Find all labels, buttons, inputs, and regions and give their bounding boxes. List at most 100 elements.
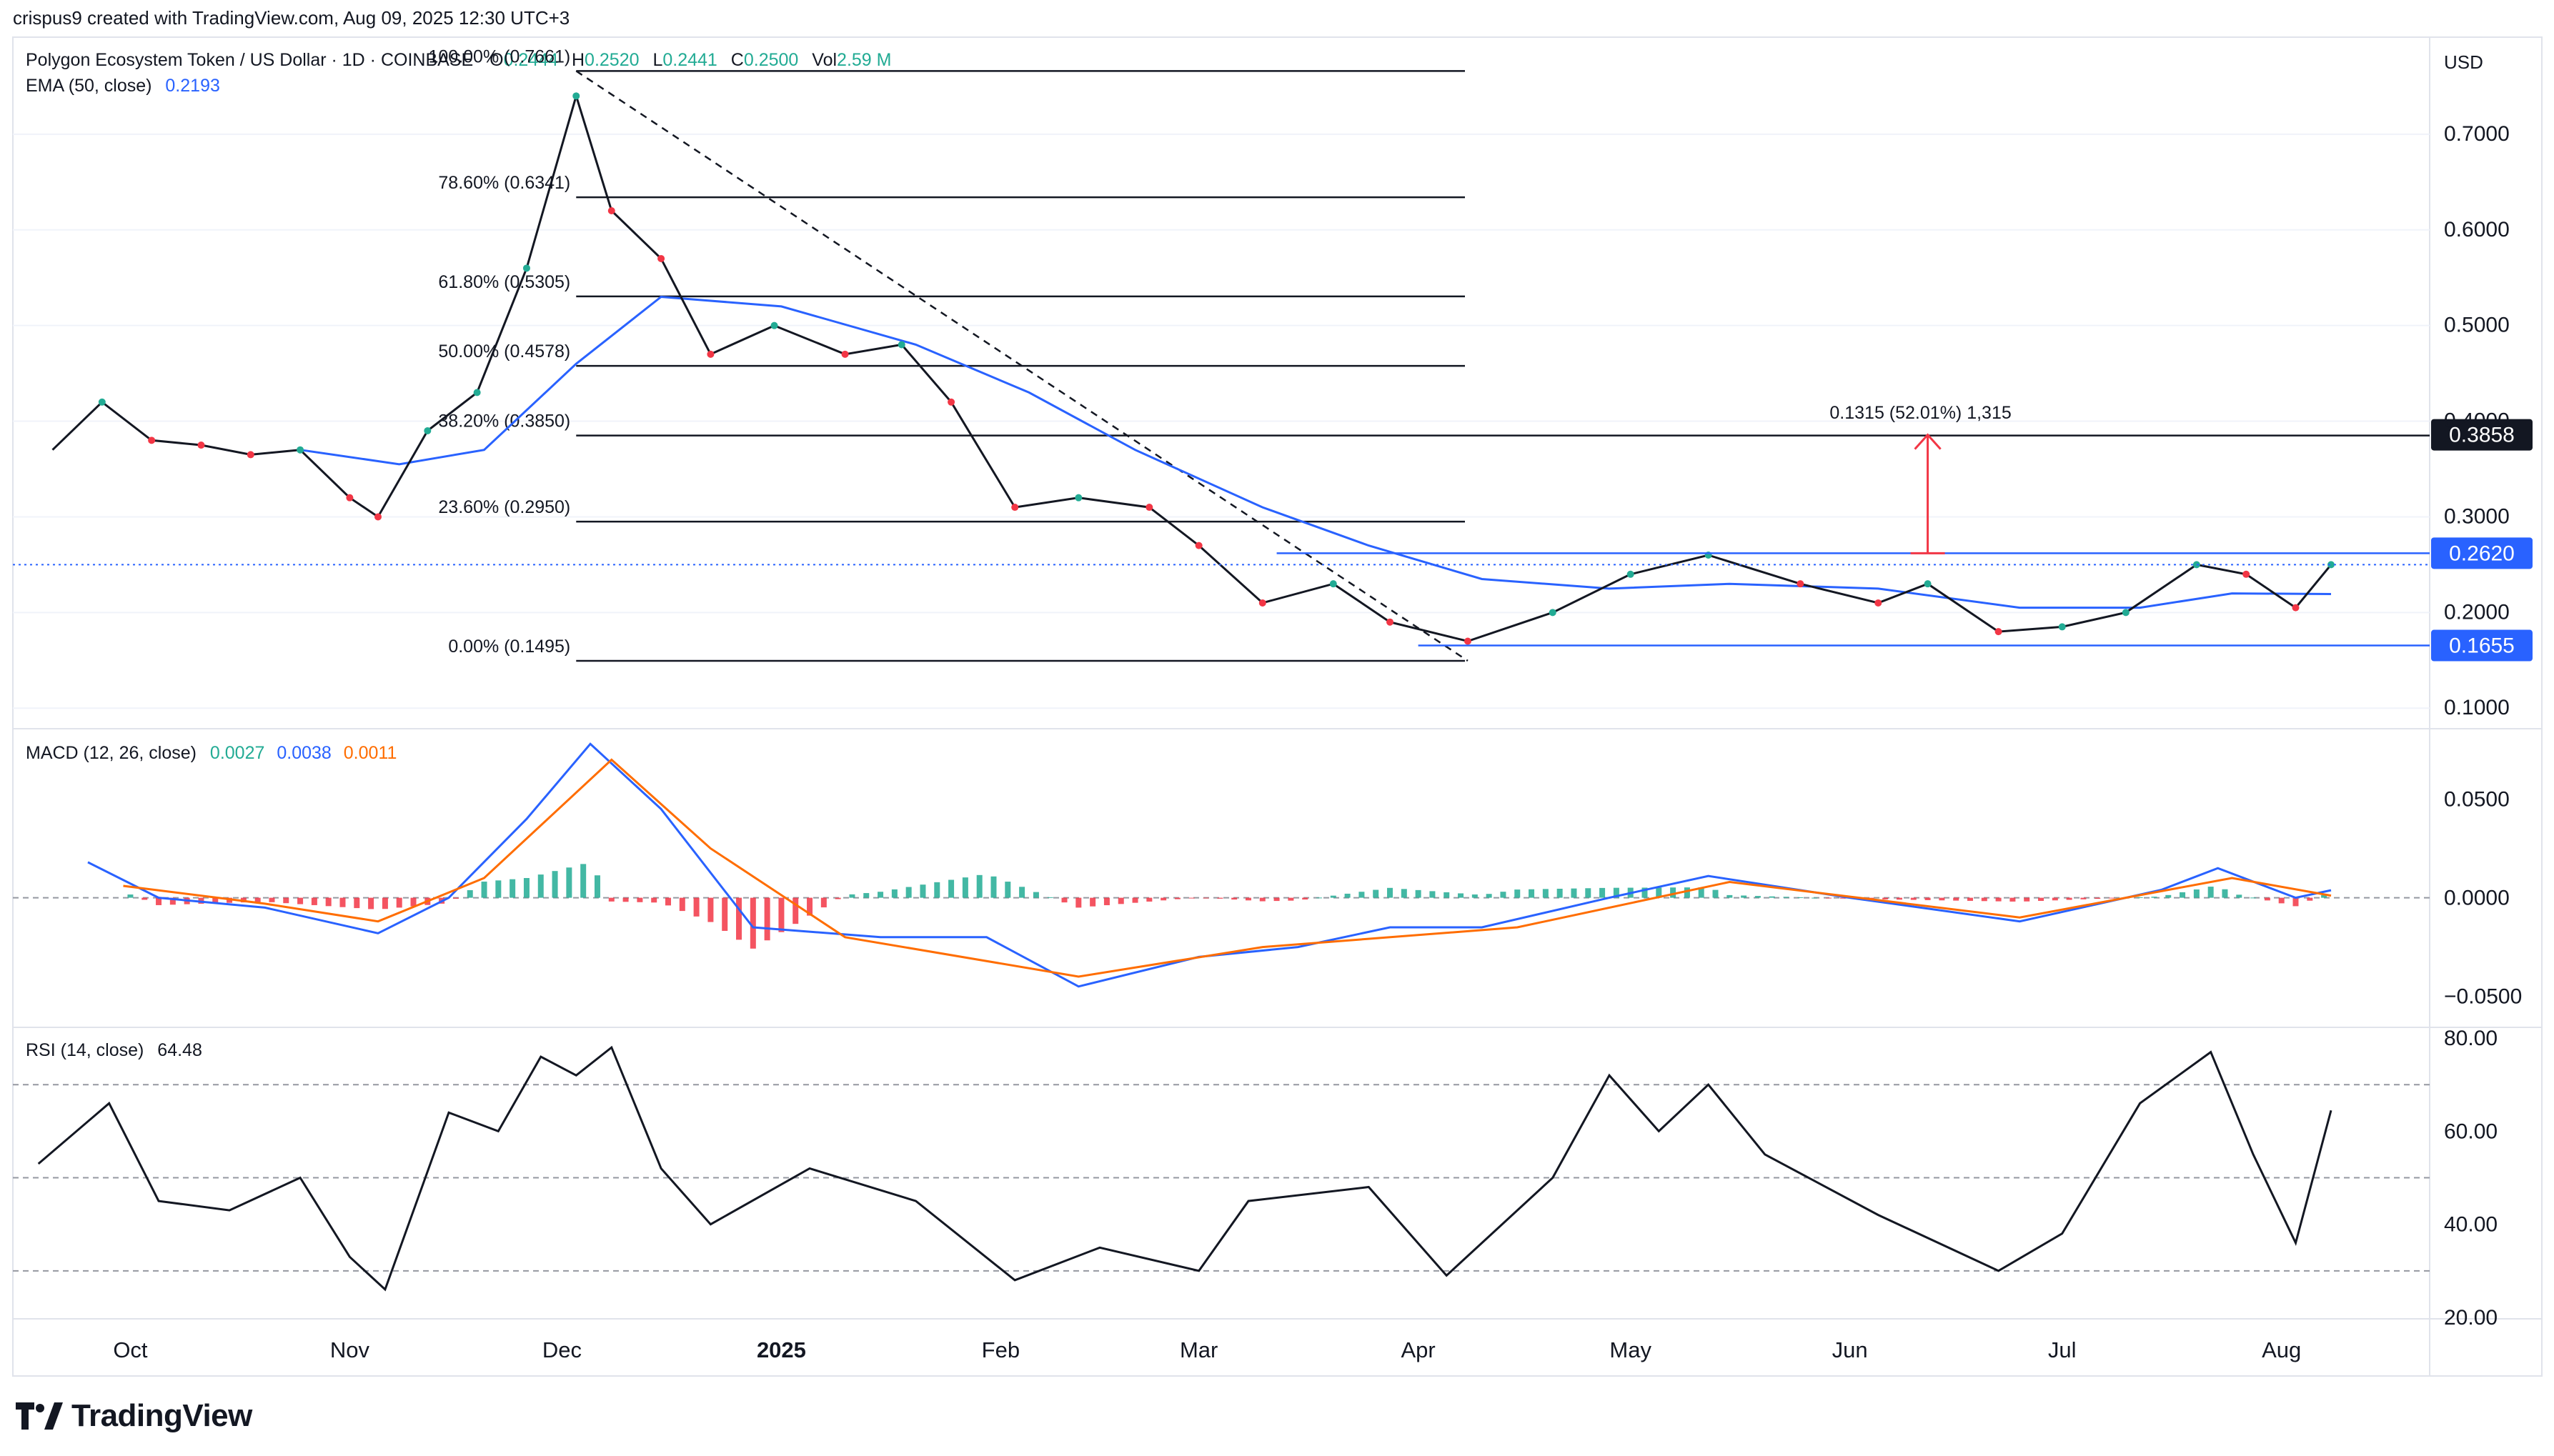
- macd-histogram-bar: [2080, 897, 2087, 899]
- price-point: [841, 350, 849, 358]
- macd-histogram-bar: [1075, 897, 1082, 908]
- macd-histogram-bar: [2292, 897, 2299, 907]
- macd-histogram-bar: [1259, 897, 1266, 902]
- macd-histogram-bar: [1500, 892, 1506, 898]
- macd-histogram-bar: [1812, 897, 1818, 899]
- price-badge: [2431, 419, 2533, 451]
- time-tick-label: Jul: [2048, 1337, 2077, 1362]
- macd-histogram-bar: [920, 884, 926, 898]
- chart-title: Polygon Ecosystem Token / US Dollar · 1D…: [26, 50, 473, 70]
- macd-histogram-bar: [368, 897, 374, 909]
- macd-histogram-bar: [169, 897, 176, 905]
- macd-histogram-bar: [2180, 892, 2186, 898]
- time-tick-label: Feb: [982, 1337, 1020, 1362]
- macd-histogram-bar: [1684, 887, 1690, 898]
- macd-histogram-bar: [311, 897, 317, 905]
- macd-histogram-bar: [2009, 897, 2016, 902]
- macd-histogram-bar: [297, 897, 304, 904]
- macd-histogram-bar: [1825, 897, 1832, 899]
- macd-histogram-bar: [608, 897, 615, 902]
- ema-label: EMA (50, close): [26, 76, 151, 96]
- macd-histogram-bar: [2222, 889, 2228, 898]
- macd-histogram-bar: [283, 897, 289, 904]
- time-tick-label: Oct: [113, 1337, 148, 1362]
- price-badge-label: 0.3858: [2449, 424, 2515, 447]
- macd-histogram-bar: [1174, 897, 1181, 899]
- macd-histogram-bar: [750, 897, 756, 949]
- macd-histogram-bar: [736, 897, 742, 940]
- rsi-line: [37, 1045, 2332, 1292]
- price-point: [1386, 618, 1394, 626]
- signal-line: [123, 758, 2332, 978]
- macd-histogram-bar: [1712, 889, 1719, 898]
- price-point: [607, 207, 615, 214]
- price-series: [51, 92, 2335, 645]
- macd-histogram-bar: [1415, 889, 1421, 898]
- price-point: [1146, 504, 1153, 512]
- macd-histogram-bar: [1769, 896, 1775, 898]
- rsi-tick-label: 60.00: [2444, 1120, 2498, 1143]
- macd-histogram-bar: [2066, 897, 2072, 900]
- macd-histogram-bar: [1302, 897, 1308, 900]
- macd-histogram-bar: [905, 887, 912, 898]
- price-point: [1549, 609, 1556, 617]
- macd-histogram-bar: [778, 897, 785, 932]
- svg-text:MACD (12, 26, close) 0.0: MACD (12, 26, close) 0.0027 0.0038 0.001…: [26, 743, 397, 763]
- range-annotations: 0.1315 (52.01%) 1,315 0.3858 0.2620 0.1655: [13, 403, 2533, 662]
- rsi-pane: 80.00 60.00 40.00 20.00: [13, 1027, 2498, 1330]
- price-point: [2192, 561, 2200, 569]
- macd-histogram-bar: [1981, 897, 1987, 902]
- macd-histogram-bar: [1444, 892, 1450, 898]
- macd-histogram-bar: [1571, 888, 1577, 898]
- price-point: [572, 92, 580, 100]
- macd-histogram-bar: [665, 897, 671, 906]
- ema-value: 0.2193: [165, 76, 219, 96]
- currency-label[interactable]: USD: [2444, 51, 2483, 73]
- price-tick-label: 0.6000: [2444, 218, 2510, 241]
- macd-histogram-bar: [594, 875, 600, 898]
- macd-histogram-bar: [382, 897, 388, 909]
- macd-histogram-bar: [1529, 889, 1535, 898]
- macd-histogram-bar: [156, 897, 162, 905]
- macd-histogram-bar: [1061, 897, 1068, 903]
- svg-text:EMA (50, close) 0.2193: EMA (50, close) 0.2193: [26, 76, 220, 96]
- macd-histogram-bar: [707, 897, 714, 922]
- macd-histogram-bar: [537, 874, 544, 898]
- price-tick-label: 0.7000: [2444, 122, 2510, 146]
- macd-histogram-bar: [722, 897, 728, 931]
- price-tick-label: 0.4000: [2444, 409, 2510, 433]
- macd-tick-label: −0.0500: [2444, 985, 2522, 1009]
- macd-histogram-bar: [1995, 897, 2002, 902]
- macd-histogram-bar: [990, 876, 997, 898]
- rsi-tick-label: 40.00: [2444, 1213, 2498, 1237]
- price-point: [1075, 494, 1083, 502]
- macd-histogram-bar: [1316, 897, 1322, 899]
- price-point: [1924, 580, 1932, 588]
- macd-histogram-bar: [2095, 897, 2101, 899]
- macd-histogram-bar: [792, 897, 799, 924]
- price-point: [1626, 570, 1634, 578]
- price-axis: 0.7000 0.6000 0.5000 0.4000 0.3000 0.2000 0.10…: [2444, 122, 2510, 719]
- macd-histogram-bar: [325, 897, 332, 907]
- fib-level-label: 0.00% (0.1495): [448, 637, 570, 657]
- price-tick-label: 0.1000: [2444, 696, 2510, 719]
- macd-histogram-bar: [1599, 887, 1606, 898]
- price-point: [948, 398, 955, 406]
- price-point: [1011, 504, 1019, 512]
- macd-histogram-bar: [891, 889, 898, 898]
- footer-brand[interactable]: TradingView: [16, 1393, 252, 1439]
- macd-histogram-bar: [495, 880, 502, 898]
- macd-histogram-bar: [1967, 897, 1973, 901]
- macd-histogram-bar: [820, 897, 827, 908]
- time-tick-label: Jun: [1832, 1337, 1868, 1362]
- macd-histogram-bar: [1373, 889, 1379, 898]
- price-point: [522, 264, 530, 272]
- macd-histogram-bar: [1726, 894, 1733, 898]
- macd-histogram-bar: [764, 897, 770, 941]
- price-point: [247, 451, 254, 459]
- price-point: [297, 446, 304, 454]
- macd-histogram-bar: [1613, 887, 1619, 898]
- macd-histogram-bar: [1556, 888, 1563, 898]
- macd-histogram-bar: [1698, 887, 1704, 898]
